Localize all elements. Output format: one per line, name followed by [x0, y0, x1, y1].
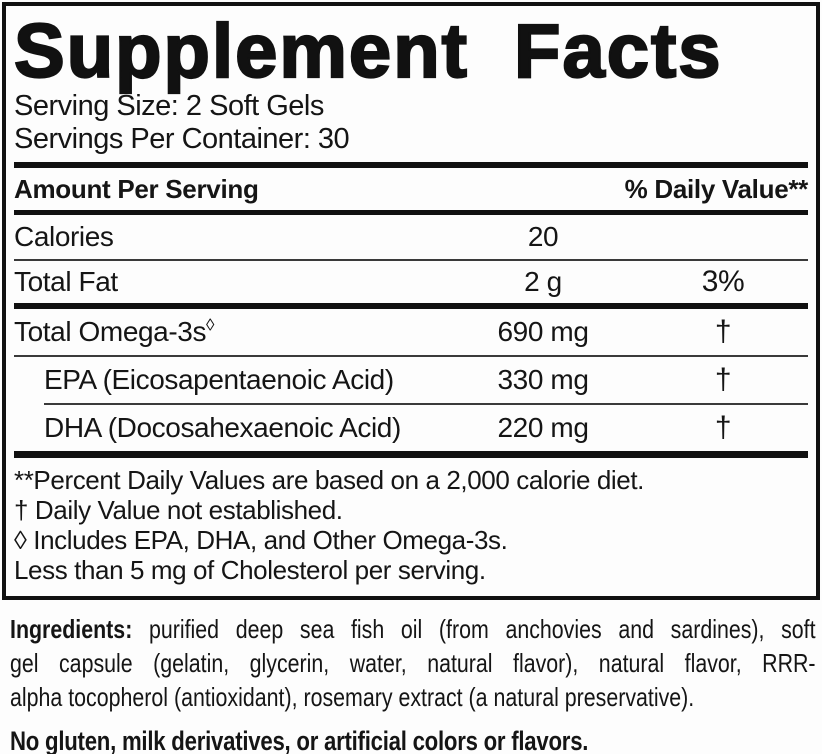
table-row-dha: DHA (Docosahexaenoic Acid) 220 mg †: [14, 405, 808, 451]
divider-bottom-thick: [14, 451, 808, 458]
table-row-calories: Calories 20: [14, 215, 808, 259]
nutrient-amount: 2 g: [524, 266, 562, 297]
nutrient-name: Total Omega-3s◊: [14, 316, 448, 348]
footnote-lozenge: ◊ Includes EPA, DHA, and Other Omega-3s.: [14, 525, 508, 555]
table-header-row: Amount Per Serving % Daily Value**: [14, 168, 808, 210]
divider-under-header: [14, 210, 808, 215]
table-row-total-fat: Total Fat 2 g 3%: [14, 261, 808, 303]
nutrient-amount: 330 mg: [497, 364, 589, 395]
divider-hairline-indented: [44, 403, 808, 405]
table-row-epa: EPA (Eicosapentaenoic Acid) 330 mg †: [14, 357, 808, 403]
panel-title: Supplement Facts: [13, 9, 723, 94]
nutrient-dv: †: [714, 315, 732, 348]
below-panel-text: Ingredients: purified deep sea fish oil …: [10, 612, 816, 754]
servings-per-container: Servings Per Container: 30: [14, 123, 350, 155]
divider-mid-thick: [14, 303, 808, 309]
nutrient-name: Total Fat: [14, 266, 118, 297]
header-daily-value: % Daily Value**: [624, 173, 809, 204]
nutrient-dv: †: [714, 411, 732, 444]
ingredients-line-1: Ingredients: purified deep sea fish oil …: [10, 612, 816, 646]
footnote-daily-values: **Percent Daily Values are based on a 2,…: [14, 465, 645, 495]
nutrient-dv: †: [714, 363, 732, 396]
nutrient-name-text: Total Omega-3s: [14, 316, 207, 347]
nutrient-dv: 3%: [701, 265, 745, 298]
footnote-dagger: † Daily Value not established.: [14, 495, 343, 525]
nutrient-amount: 690 mg: [497, 316, 589, 347]
nutrient-amount: 220 mg: [497, 412, 589, 443]
supplement-facts-panel: Supplement Facts Serving Size: 2 Soft Ge…: [2, 2, 820, 600]
ingredients-line-3: alpha tocopherol (antioxidant), rosemary…: [10, 682, 695, 712]
allergen-statement: No gluten, milk derivatives, or artifici…: [10, 726, 589, 754]
lozenge-footnote-mark: ◊: [206, 315, 215, 335]
header-amount-per-serving: Amount Per Serving: [14, 173, 259, 204]
footnotes-block: **Percent Daily Values are based on a 2,…: [14, 458, 808, 596]
serving-size: Serving Size: 2 Soft Gels: [14, 90, 324, 122]
divider-top-thick: [14, 162, 808, 168]
divider-hairline: [14, 259, 808, 261]
nutrient-name: DHA (Docosahexaenoic Acid): [44, 412, 401, 443]
table-row-total-omega3: Total Omega-3s◊ 690 mg †: [14, 309, 808, 355]
footnote-cholesterol: Less than 5 mg of Cholesterol per servin…: [14, 555, 486, 585]
ingredients-line-2: gel capsule (gelatin, glycerin, water, n…: [10, 648, 816, 678]
divider-hairline: [14, 355, 808, 357]
nutrient-name: EPA (Eicosapentaenoic Acid): [44, 364, 394, 395]
ingredients-label: Ingredients:: [10, 614, 133, 644]
nutrient-name: Calories: [14, 221, 114, 252]
nutrient-amount: 20: [527, 221, 559, 252]
ingredients-text-1: purified deep sea fish oil (from anchovi…: [132, 614, 816, 644]
